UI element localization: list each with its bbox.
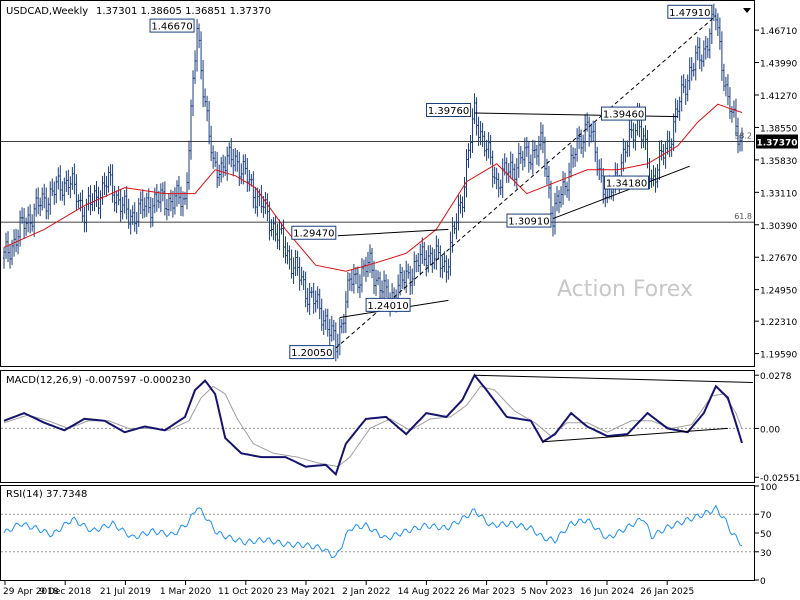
price-label: 1.47910 <box>669 8 710 19</box>
current-price-marker <box>756 134 798 149</box>
x-tick-label: 26 Mar 2023 <box>458 587 515 597</box>
x-tick-label: 16 Jun 2024 <box>580 587 634 597</box>
rsi-y-tick-label: 0 <box>760 577 766 587</box>
rsi-y-tick-label: 100 <box>760 483 777 493</box>
price-label-box <box>365 297 411 312</box>
price-label-box <box>506 213 552 228</box>
price-y-tick-label: 1.27670 <box>760 254 797 264</box>
x-tick-label: 2 Jan 2022 <box>342 587 390 597</box>
price-label: 1.46670 <box>151 22 192 33</box>
price-y-tick-label: 1.46710 <box>760 27 797 37</box>
macd-signal-line <box>3 385 743 468</box>
price-label-box <box>149 18 195 33</box>
price-label: 1.29470 <box>293 229 334 240</box>
price-label-box <box>426 103 472 118</box>
price-label-box <box>604 175 650 190</box>
price-y-tick-label: 1.30390 <box>760 222 797 232</box>
dashed-trend-line <box>335 15 717 349</box>
price-label: 1.39760 <box>428 106 469 117</box>
rsi-panel-title: RSI(14) 37.7348 <box>6 489 87 500</box>
rsi-line <box>3 504 743 559</box>
rsi-y-tick-label: 30 <box>760 549 772 559</box>
price-y-tick-label: 1.41270 <box>760 92 797 102</box>
dropdown-triangle-icon[interactable] <box>743 8 751 13</box>
x-tick-label: 26 Jan 2025 <box>640 587 694 597</box>
price-label: 1.30910 <box>508 217 549 228</box>
price-y-tick-label: 1.22310 <box>760 318 797 328</box>
rsi-y-tick-label: 70 <box>760 511 772 521</box>
macd-panel-title: MACD(12,26,9) -0.007597 -0.000230 <box>6 375 191 386</box>
fib-level-label: 38.2 <box>734 132 752 141</box>
x-tick-label: 23 May 2021 <box>277 587 336 597</box>
price-y-tick-label: 1.33110 <box>760 189 797 199</box>
price-y-tick-label: 1.24950 <box>760 287 797 297</box>
price-label-box <box>289 345 335 360</box>
fib-level-label: 61.8 <box>734 212 752 221</box>
macd-divergence-line <box>474 374 754 383</box>
current-price-label: 1.37370 <box>757 139 798 149</box>
macd-y-tick-label: 0.00 <box>760 425 780 435</box>
price-y-tick-label: 1.19590 <box>760 351 797 361</box>
price-label: 1.20050 <box>291 348 332 359</box>
channel-lower-line <box>552 165 690 220</box>
price-label-box <box>291 225 337 240</box>
x-tick-label: 1 Mar 2020 <box>160 587 212 597</box>
macd-y-tick-label: 0.0278 <box>760 372 792 382</box>
macd-panel-frame <box>0 370 755 483</box>
price-label: 1.24010 <box>367 301 408 312</box>
triangle-upper-line <box>337 228 449 237</box>
x-tick-label: 14 Aug 2022 <box>398 587 456 597</box>
price-label-box <box>667 4 713 19</box>
x-tick-label: 5 Nov 2023 <box>521 587 573 597</box>
price-y-tick-label: 1.35830 <box>760 157 797 167</box>
price-label: 1.39460 <box>603 110 644 121</box>
macd-line <box>3 373 743 477</box>
price-y-tick-label: 1.38550 <box>760 124 797 134</box>
watermark: Action Forex <box>557 277 693 302</box>
price-panel-title: USDCAD,Weekly <box>6 6 88 17</box>
moving-average-line <box>3 103 743 272</box>
price-label-box <box>601 106 647 121</box>
x-tick-label: 29 Apr 2018 <box>3 587 59 597</box>
x-tick-label: 11 Oct 2020 <box>218 587 274 597</box>
price-label: 1.34180 <box>606 179 647 190</box>
macd-support-line <box>542 427 728 443</box>
x-tick-label: 21 Jul 2019 <box>100 587 151 597</box>
rsi-y-tick-label: 50 <box>760 530 772 540</box>
x-tick-label: 9 Dec 2018 <box>39 587 91 597</box>
ohlc-readout: 1.37301 1.38605 1.36851 1.37370 <box>96 6 271 17</box>
price-y-tick-label: 1.43990 <box>760 60 797 70</box>
